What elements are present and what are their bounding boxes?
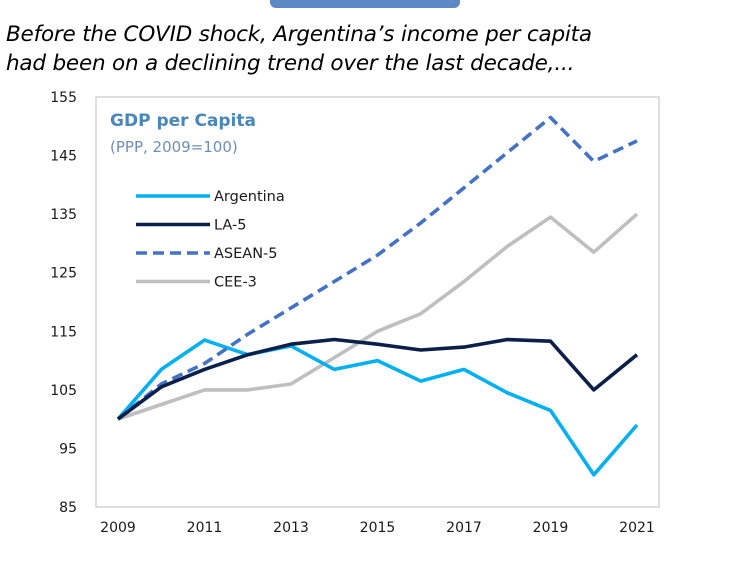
legend-label: CEE-3 (214, 275, 257, 291)
y-tick-label: 155 (50, 90, 77, 106)
x-tick-label: 2015 (360, 520, 396, 536)
x-axis-ticks: 2009 2011 2013 2015 2017 2019 2021 (100, 520, 655, 536)
x-tick-label: 2011 (187, 520, 223, 536)
plot-frame (95, 96, 660, 508)
series-line-cee-3 (117, 212, 639, 421)
x-tick-label: 2019 (533, 520, 569, 536)
y-tick-label: 105 (50, 383, 77, 399)
y-tick-label: 135 (50, 207, 77, 223)
caption-line-1: Before the COVID shock, Argentina’s inco… (6, 22, 592, 47)
series-line-argentina (116, 338, 639, 477)
series-line-asean-5 (116, 115, 638, 421)
legend-label: Argentina (214, 189, 285, 205)
y-tick-label: 95 (59, 441, 77, 457)
x-tick-label: 2009 (100, 520, 136, 536)
y-tick-label: 85 (59, 500, 77, 516)
series-lines (116, 115, 639, 477)
x-tick-label: 2013 (273, 520, 309, 536)
y-tick-label: 115 (50, 324, 77, 340)
y-tick-label: 125 (50, 266, 77, 282)
chart-caption: Before the COVID shock, Argentina’s inco… (6, 20, 736, 78)
legend-label: LA-5 (214, 218, 246, 234)
cropped-title-banner (0, 0, 742, 10)
chart-units: (PPP, 2009=100) (110, 138, 238, 156)
x-tick-label: 2017 (446, 520, 482, 536)
legend: Argentina LA-5 ASEAN-5 CEE-3 (136, 189, 285, 291)
y-tick-label: 145 (50, 149, 77, 165)
legend-label: ASEAN-5 (214, 246, 278, 262)
y-axis-ticks: 155 145 135 125 115 105 95 85 (50, 90, 77, 516)
chart-title: GDP per Capita (110, 111, 256, 131)
caption-line-2: had been on a declining trend over the l… (6, 51, 575, 76)
x-tick-label: 2021 (619, 520, 655, 536)
series-line-la-5 (116, 337, 639, 421)
